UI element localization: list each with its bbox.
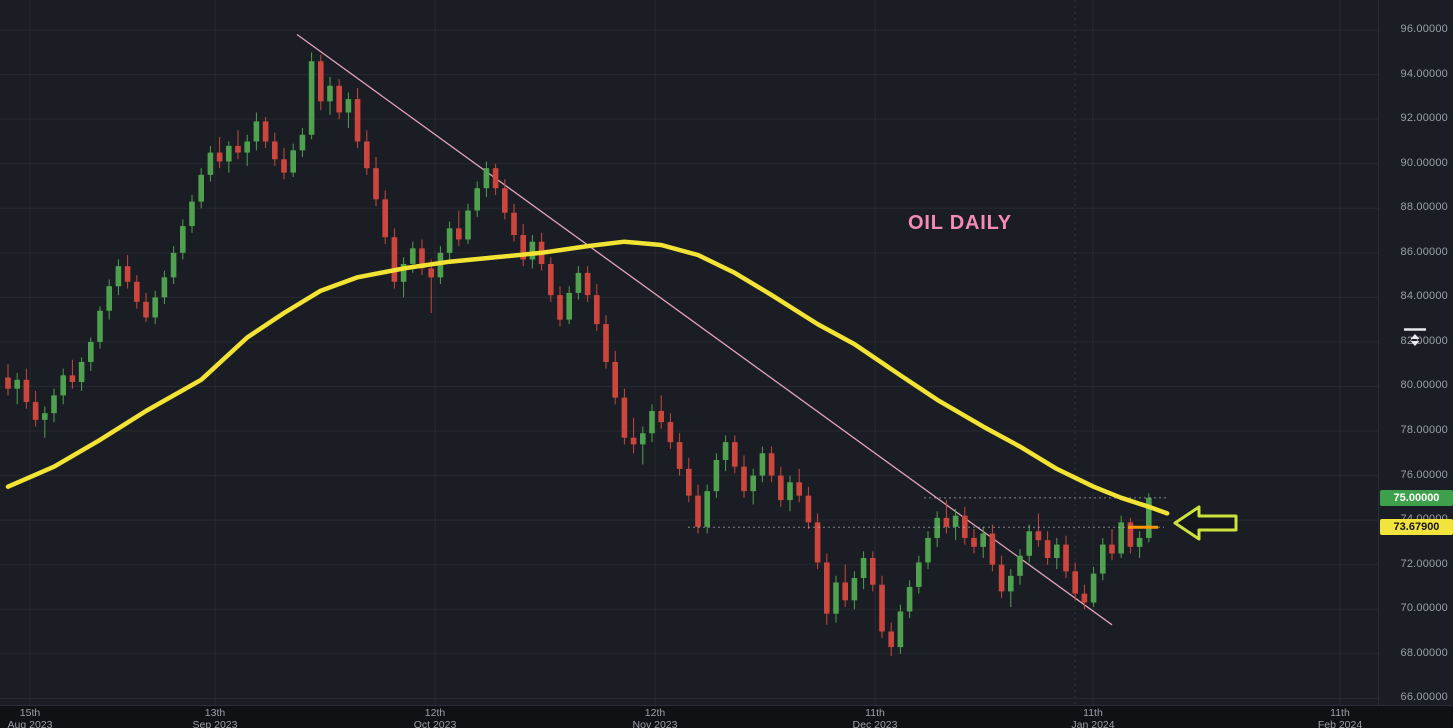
price-tick-label: 66.00000	[1400, 691, 1448, 704]
moving-average-line[interactable]	[5, 239, 1170, 516]
time-axis-label: 13th Sep 2023	[192, 707, 238, 728]
price-tick-label: 76.00000	[1400, 468, 1448, 481]
price-tick-label: 90.00000	[1400, 156, 1448, 169]
time-axis-label: 11th Dec 2023	[852, 707, 898, 728]
price-tick-label: 80.00000	[1400, 379, 1448, 392]
price-tick-label: 88.00000	[1400, 201, 1448, 214]
chart-title: OIL DAILY	[908, 212, 1012, 234]
price-badge-current: 73.67900	[1380, 519, 1453, 536]
price-tick-label: 92.00000	[1400, 112, 1448, 125]
left-arrow-icon	[1173, 505, 1238, 541]
price-tick-label: 70.00000	[1400, 602, 1448, 615]
price-tick-label: 68.00000	[1400, 646, 1448, 659]
left-arrow-annotation[interactable]	[1172, 504, 1240, 542]
price-badge-75: 75.00000	[1380, 489, 1453, 506]
gridlines	[0, 0, 1378, 705]
time-axis-label: 11th Feb 2024	[1317, 707, 1363, 728]
price-axis[interactable]: 75.00000 73.67900 96.00000 94.00000 92.000…	[1378, 0, 1453, 705]
price-tick-label: 96.00000	[1400, 23, 1448, 36]
time-axis-label: 12th Oct 2023	[413, 707, 457, 728]
candles	[5, 52, 1152, 656]
downtrend-line[interactable]	[296, 33, 1113, 626]
price-tick-label: 94.00000	[1400, 67, 1448, 80]
time-axis[interactable]: 15th Aug 2023 13th Sep 2023 12th Oct 2023 12th…	[0, 705, 1453, 728]
time-axis-label: 12th Nov 2023	[632, 707, 678, 728]
time-axis-label: 15th Aug 2023	[7, 707, 53, 728]
price-tick-label: 78.00000	[1400, 424, 1448, 437]
price-scale-drag-icon[interactable]	[1402, 326, 1428, 350]
price-tick-label: 72.00000	[1400, 557, 1448, 570]
price-tick-label: 84.00000	[1400, 290, 1448, 303]
price-tick-label: 86.00000	[1400, 245, 1448, 258]
time-axis-label: 11th Jan 2024	[1071, 707, 1115, 728]
